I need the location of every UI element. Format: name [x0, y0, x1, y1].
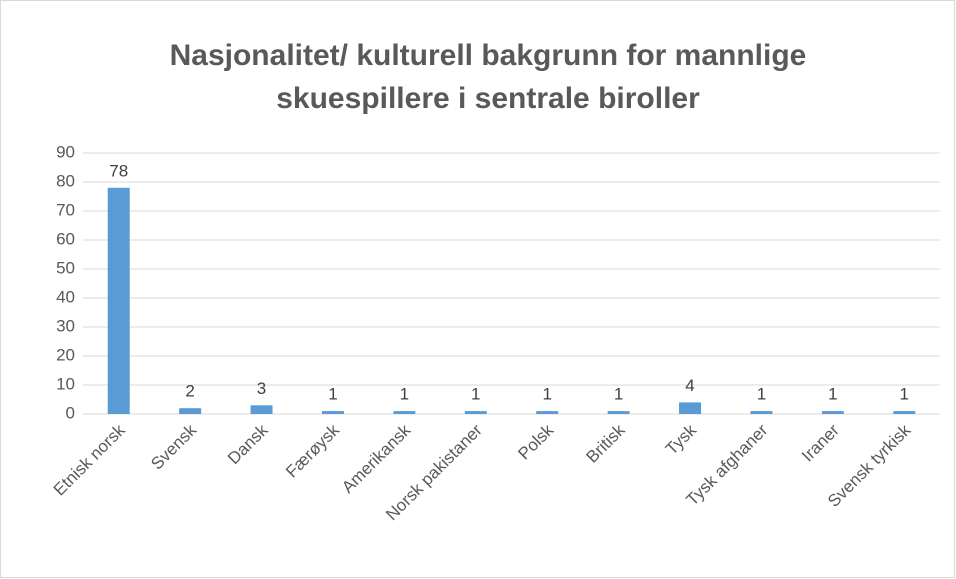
bar — [107, 187, 130, 414]
data-label: 1 — [400, 385, 409, 404]
y-tick-label: 0 — [66, 403, 75, 422]
bar — [607, 411, 630, 414]
data-label: 78 — [109, 161, 128, 180]
bar — [250, 405, 273, 414]
data-label: 4 — [685, 376, 694, 395]
data-label: 1 — [757, 385, 766, 404]
y-tick-label: 50 — [56, 258, 75, 277]
bar — [679, 402, 702, 414]
y-tick-label: 60 — [56, 229, 75, 248]
bar — [321, 411, 344, 414]
data-label: 1 — [828, 385, 837, 404]
bar — [536, 411, 559, 414]
data-label: 1 — [542, 385, 551, 404]
bar — [893, 411, 916, 414]
bar — [750, 411, 773, 414]
y-tick-label: 90 — [56, 142, 75, 161]
data-label: 1 — [328, 385, 337, 404]
chart-title: skuespillere i sentrale biroller — [276, 82, 700, 115]
data-label: 1 — [471, 385, 480, 404]
bar — [393, 411, 416, 414]
data-label: 3 — [257, 379, 266, 398]
data-label: 1 — [614, 385, 623, 404]
bar — [179, 408, 202, 414]
bar — [821, 411, 844, 414]
data-label: 1 — [900, 385, 909, 404]
y-tick-label: 10 — [56, 374, 75, 393]
y-tick-label: 40 — [56, 287, 75, 306]
y-tick-label: 20 — [56, 345, 75, 364]
bar — [464, 411, 487, 414]
data-label: 2 — [185, 382, 194, 401]
y-tick-label: 30 — [56, 316, 75, 335]
y-tick-label: 70 — [56, 200, 75, 219]
y-tick-label: 80 — [56, 171, 75, 190]
chart-title: Nasjonalitet/ kulturell bakgrunn for man… — [170, 39, 807, 72]
